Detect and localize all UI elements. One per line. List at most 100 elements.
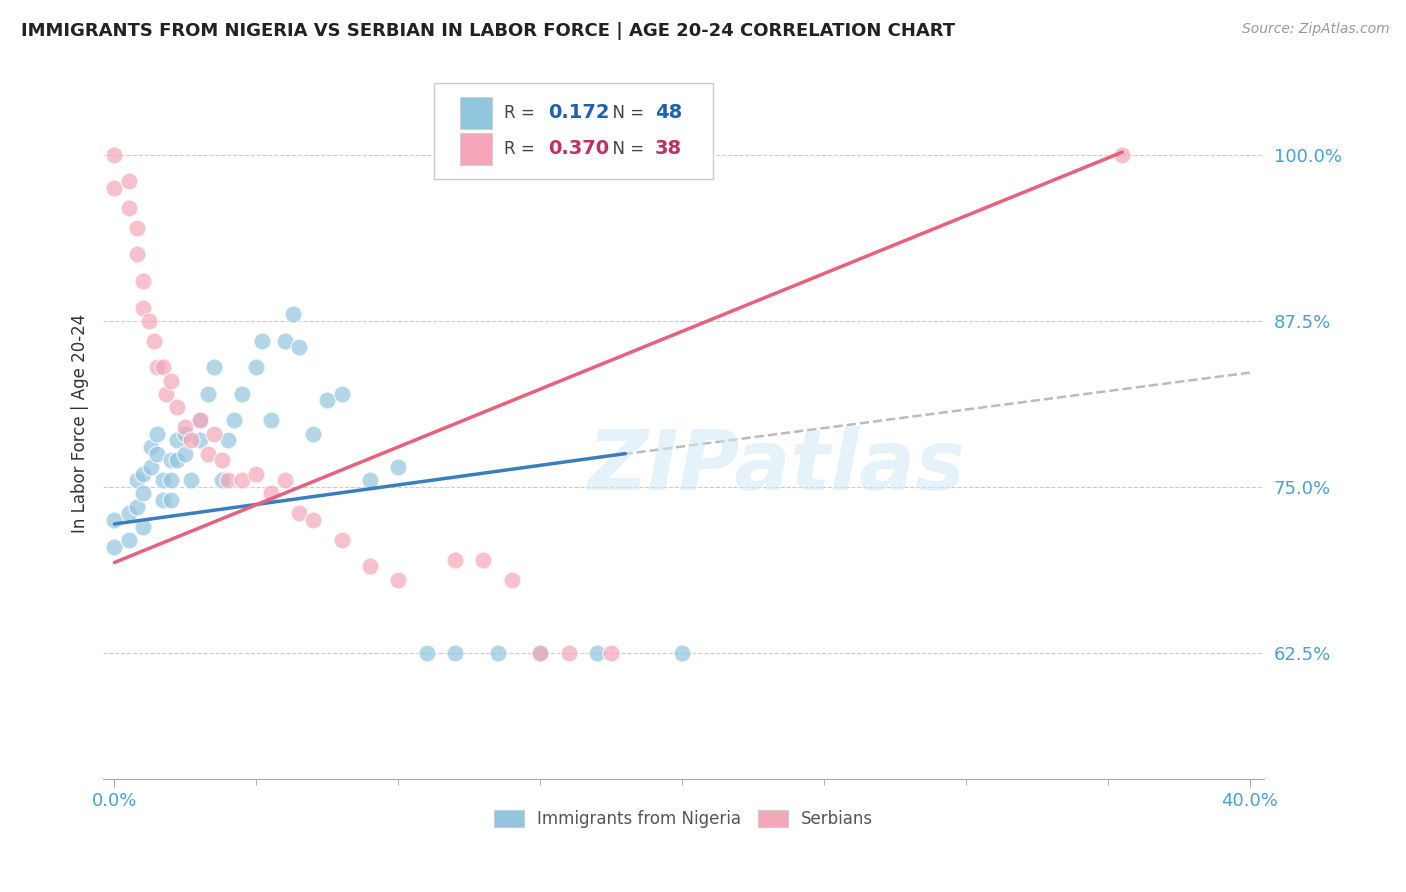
Point <box>180 473 202 487</box>
Text: 48: 48 <box>655 103 682 122</box>
Point <box>330 387 353 401</box>
Point <box>127 473 149 487</box>
Point <box>217 434 239 448</box>
Point <box>245 360 267 375</box>
Point <box>359 559 381 574</box>
Point <box>274 473 297 487</box>
Point <box>132 301 155 315</box>
Point <box>231 473 253 487</box>
Point <box>211 473 233 487</box>
Point <box>174 447 197 461</box>
Point <box>217 473 239 487</box>
FancyBboxPatch shape <box>434 83 713 178</box>
Point <box>160 473 183 487</box>
Point <box>188 413 211 427</box>
Point <box>146 426 169 441</box>
Point <box>444 553 467 567</box>
Point <box>174 420 197 434</box>
Point <box>132 486 155 500</box>
Point <box>155 387 177 401</box>
Point <box>472 553 495 567</box>
Point <box>166 434 188 448</box>
Point <box>127 500 149 514</box>
Point <box>288 507 311 521</box>
Text: Source: ZipAtlas.com: Source: ZipAtlas.com <box>1241 22 1389 37</box>
Point <box>188 434 211 448</box>
Point <box>132 519 155 533</box>
Point <box>103 148 125 162</box>
Point <box>211 453 233 467</box>
Point <box>302 426 325 441</box>
Point <box>143 334 166 348</box>
Point <box>529 646 551 660</box>
Point <box>132 467 155 481</box>
Point <box>302 513 325 527</box>
Point <box>197 447 219 461</box>
Point <box>245 467 267 481</box>
Point <box>1111 148 1133 162</box>
Point <box>259 486 281 500</box>
Point <box>529 646 551 660</box>
Point <box>283 307 305 321</box>
Point <box>160 493 183 508</box>
Point <box>415 646 437 660</box>
Point <box>330 533 353 547</box>
Text: N =: N = <box>602 140 650 158</box>
Point <box>118 507 141 521</box>
Point <box>152 473 174 487</box>
Point <box>166 453 188 467</box>
Point <box>146 360 169 375</box>
Point <box>180 434 202 448</box>
Legend: Immigrants from Nigeria, Serbians: Immigrants from Nigeria, Serbians <box>488 803 880 835</box>
Point <box>387 573 409 587</box>
Point <box>316 393 339 408</box>
Point <box>486 646 509 660</box>
Point <box>127 220 149 235</box>
Point <box>118 174 141 188</box>
Point <box>160 374 183 388</box>
Point <box>250 334 273 348</box>
Text: R =: R = <box>503 103 540 121</box>
Text: 38: 38 <box>655 139 682 158</box>
Point <box>132 274 155 288</box>
Text: 0.370: 0.370 <box>548 139 609 158</box>
Point <box>259 413 281 427</box>
Point <box>387 459 409 474</box>
Text: R =: R = <box>503 140 540 158</box>
Point <box>146 447 169 461</box>
Text: IMMIGRANTS FROM NIGERIA VS SERBIAN IN LABOR FORCE | AGE 20-24 CORRELATION CHART: IMMIGRANTS FROM NIGERIA VS SERBIAN IN LA… <box>21 22 955 40</box>
FancyBboxPatch shape <box>460 96 492 128</box>
Point <box>444 646 467 660</box>
Point <box>118 533 141 547</box>
Point <box>174 426 197 441</box>
Point <box>141 440 163 454</box>
Y-axis label: In Labor Force | Age 20-24: In Labor Force | Age 20-24 <box>72 314 89 533</box>
Point <box>600 646 623 660</box>
Point <box>274 334 297 348</box>
Point <box>501 573 523 587</box>
Point <box>222 413 245 427</box>
Point <box>141 459 163 474</box>
Point <box>138 314 160 328</box>
Point <box>671 646 693 660</box>
FancyBboxPatch shape <box>460 133 492 165</box>
Point <box>166 400 188 414</box>
Point <box>103 181 125 195</box>
Text: N =: N = <box>602 103 650 121</box>
Point <box>202 426 225 441</box>
Point <box>160 453 183 467</box>
Point <box>202 360 225 375</box>
Point <box>118 201 141 215</box>
Text: ZIPatlas: ZIPatlas <box>588 425 966 507</box>
Point <box>557 646 579 660</box>
Point <box>103 513 125 527</box>
Text: 0.172: 0.172 <box>548 103 609 122</box>
Point <box>127 247 149 261</box>
Point <box>586 646 609 660</box>
Point <box>152 493 174 508</box>
Point <box>103 540 125 554</box>
Point <box>197 387 219 401</box>
Point <box>188 413 211 427</box>
Point <box>152 360 174 375</box>
Point <box>359 473 381 487</box>
